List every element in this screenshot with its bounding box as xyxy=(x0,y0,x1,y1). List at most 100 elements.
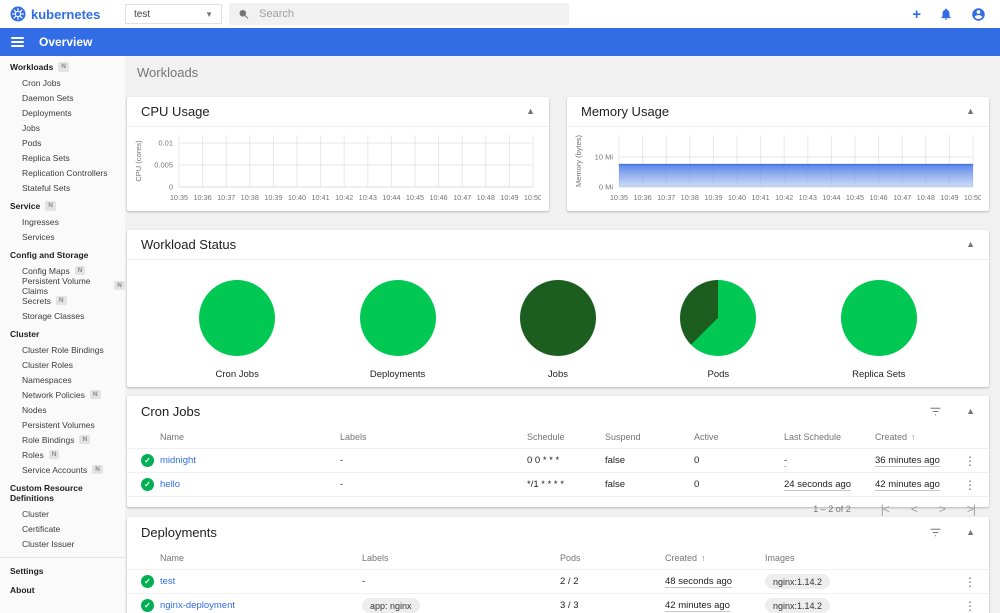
pagination: 1 – 2 of 2 |< < > >| xyxy=(127,496,989,520)
svg-text:10:36: 10:36 xyxy=(193,193,211,202)
next-page-icon[interactable]: > xyxy=(938,501,946,516)
item-label: Cluster Role Bindings xyxy=(22,344,104,355)
notifications-bell-icon[interactable] xyxy=(939,7,953,21)
svg-text:10:41: 10:41 xyxy=(751,193,769,202)
top-bar-actions: + xyxy=(912,7,1000,22)
sidebar-group-workloads[interactable]: Workloads N xyxy=(0,56,125,75)
cron-job-link[interactable]: midnight xyxy=(160,455,196,466)
sidebar-item-about[interactable]: About xyxy=(0,579,125,598)
sidebar-item-ingresses[interactable]: Ingresses xyxy=(0,214,125,229)
col-created[interactable]: Created ↑ xyxy=(875,432,957,442)
sidebar-item-crd-cluster[interactable]: Cluster xyxy=(0,506,125,521)
cell-schedule: */1 * * * * xyxy=(527,479,564,490)
menu-hamburger-icon[interactable] xyxy=(11,36,24,48)
col-labels[interactable]: Labels xyxy=(340,432,367,442)
sidebar-item-deployments[interactable]: Deployments xyxy=(0,105,125,120)
cron-job-link[interactable]: hello xyxy=(160,479,181,490)
svg-text:10:40: 10:40 xyxy=(728,193,746,202)
sidebar-item-service-accounts[interactable]: Service Accounts N xyxy=(0,462,125,477)
svg-text:0.01: 0.01 xyxy=(158,139,173,148)
pie-label: Replica Sets xyxy=(852,369,906,380)
sidebar-item-cron-jobs[interactable]: Cron Jobs xyxy=(0,75,125,90)
item-label: Settings xyxy=(10,566,44,576)
item-label: Persistent Volumes xyxy=(22,419,95,430)
sidebar-item-settings[interactable]: Settings xyxy=(0,560,125,579)
col-active[interactable]: Active xyxy=(694,432,719,442)
last-page-icon[interactable]: >| xyxy=(966,501,976,516)
col-last-schedule[interactable]: Last Schedule xyxy=(784,432,842,442)
search-bar[interactable] xyxy=(229,3,569,25)
col-labels[interactable]: Labels xyxy=(362,553,389,563)
previous-page-icon[interactable]: < xyxy=(910,501,918,516)
col-pods[interactable]: Pods xyxy=(560,553,581,563)
collapse-icon[interactable]: ▲ xyxy=(526,106,535,116)
col-name[interactable]: Name xyxy=(160,432,185,442)
deployment-link[interactable]: nginx-deployment xyxy=(160,600,235,611)
col-name[interactable]: Name xyxy=(160,553,185,563)
cell-labels: - xyxy=(340,455,344,466)
collapse-icon[interactable]: ▲ xyxy=(966,106,975,116)
group-label: Custom Resource Definitions xyxy=(10,483,83,503)
col-images[interactable]: Images xyxy=(765,553,795,563)
collapse-icon[interactable]: ▲ xyxy=(966,526,975,537)
sidebar-group-cluster[interactable]: Cluster xyxy=(0,323,125,342)
sidebar-item-cluster-role-bindings[interactable]: Cluster Role Bindings xyxy=(0,342,125,357)
col-schedule[interactable]: Schedule xyxy=(527,432,565,442)
app-bar: Overview xyxy=(0,28,1000,56)
sidebar-group-config-and-storage[interactable]: Config and Storage xyxy=(0,244,125,263)
svg-text:10:41: 10:41 xyxy=(311,193,329,202)
sidebar-item-daemon-sets[interactable]: Daemon Sets xyxy=(0,90,125,105)
sidebar-item-stateful-sets[interactable]: Stateful Sets xyxy=(0,180,125,195)
create-resource-icon[interactable]: + xyxy=(912,5,921,23)
col-created[interactable]: Created ↑ xyxy=(665,553,765,563)
svg-text:10:42: 10:42 xyxy=(335,193,353,202)
filter-icon[interactable] xyxy=(929,526,942,539)
collapse-icon[interactable]: ▲ xyxy=(966,405,975,416)
namespace-selector[interactable]: test ▼ xyxy=(125,4,222,24)
item-label: Replica Sets xyxy=(22,152,70,163)
memory-usage-card: Memory Usage ▲ 0 Mi 10 Mi 10:35 10:36 10:37 1… xyxy=(567,97,989,211)
sidebar-item-services[interactable]: Services xyxy=(0,229,125,244)
sidebar-item-persistent-volume-claims[interactable]: Persistent Volume Claims N xyxy=(0,276,125,296)
first-page-icon[interactable]: |< xyxy=(880,501,890,516)
sidebar-item-namespaces[interactable]: Namespaces xyxy=(0,372,125,387)
svg-text:10:45: 10:45 xyxy=(406,193,424,202)
user-account-icon[interactable] xyxy=(971,7,986,22)
namespaced-badge: N xyxy=(114,280,125,291)
sidebar-item-roles[interactable]: Roles N xyxy=(0,447,125,462)
sidebar-item-nodes[interactable]: Nodes xyxy=(0,402,125,417)
sidebar-item-persistent-volumes[interactable]: Persistent Volumes xyxy=(0,417,125,432)
sidebar-item-crd-cluster-issuer[interactable]: Cluster Issuer xyxy=(0,536,125,551)
sidebar-item-network-policies[interactable]: Network Policies N xyxy=(0,387,125,402)
sidebar-item-secrets[interactable]: Secrets N xyxy=(0,293,125,308)
sidebar-item-replication-controllers[interactable]: Replication Controllers xyxy=(0,165,125,180)
search-input[interactable] xyxy=(259,8,560,20)
sidebar-item-pods[interactable]: Pods xyxy=(0,135,125,150)
filter-icon[interactable] xyxy=(929,405,942,418)
sidebar-item-storage-classes[interactable]: Storage Classes xyxy=(0,308,125,323)
row-menu-icon[interactable]: ⋮ xyxy=(964,598,976,613)
kubernetes-logo[interactable]: kubernetes xyxy=(0,6,120,22)
col-suspend[interactable]: Suspend xyxy=(605,432,641,442)
svg-text:10 Mi: 10 Mi xyxy=(595,153,614,162)
sidebar-item-crd-certificate[interactable]: Certificate xyxy=(0,521,125,536)
sidebar-item-cluster-roles[interactable]: Cluster Roles xyxy=(0,357,125,372)
sidebar-item-role-bindings[interactable]: Role Bindings N xyxy=(0,432,125,447)
row-menu-icon[interactable]: ⋮ xyxy=(964,453,976,468)
sidebar-item-config-maps[interactable]: Config Maps N xyxy=(0,263,125,278)
sidebar-item-replica-sets[interactable]: Replica Sets xyxy=(0,150,125,165)
cell-schedule: 0 0 * * * xyxy=(527,455,560,466)
collapse-icon[interactable]: ▲ xyxy=(966,239,975,249)
sidebar-group-service[interactable]: Service N xyxy=(0,195,125,214)
cell-pods: 3 / 3 xyxy=(560,600,579,611)
card-title: Workload Status xyxy=(141,237,237,252)
sidebar-group-custom-resource-definitions[interactable]: Custom Resource Definitions xyxy=(0,477,125,506)
row-menu-icon[interactable]: ⋮ xyxy=(964,477,976,492)
svg-text:10:37: 10:37 xyxy=(217,193,235,202)
item-label: Role Bindings xyxy=(22,434,75,445)
row-menu-icon[interactable]: ⋮ xyxy=(964,574,976,589)
svg-text:10:43: 10:43 xyxy=(359,193,377,202)
sidebar-item-jobs[interactable]: Jobs xyxy=(0,120,125,135)
group-label: Workloads xyxy=(10,62,54,72)
deployment-link[interactable]: test xyxy=(160,576,176,587)
